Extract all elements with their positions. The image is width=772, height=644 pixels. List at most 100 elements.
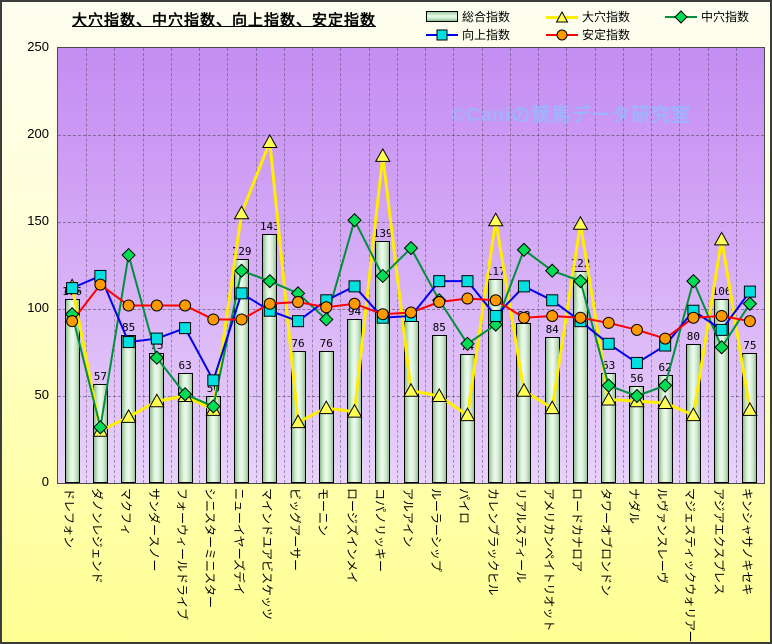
marker-triangle (431, 387, 448, 402)
legend-item-chuana: 中穴指数 (665, 8, 749, 25)
y-tick-label: 250 (27, 39, 49, 54)
marker-triangle (516, 382, 532, 397)
watermark: ©Caniの競馬データ研究室 (451, 105, 692, 126)
v-gridline (114, 48, 116, 483)
marker-circle (461, 292, 474, 305)
marker-square (546, 294, 559, 307)
v-gridline (679, 48, 681, 483)
marker-triangle (487, 212, 504, 227)
legend-label-sougou: 総合指数 (462, 10, 511, 24)
v-gridline (566, 48, 568, 483)
marker-circle (207, 313, 220, 326)
x-axis-label: ロージズインメイ (344, 488, 359, 584)
v-gridline (453, 48, 455, 483)
marker-diamond (403, 240, 419, 256)
marker-square (489, 309, 502, 322)
marker-triangle (742, 401, 758, 416)
marker-triangle (374, 147, 391, 162)
bar (488, 279, 504, 483)
bar (318, 350, 334, 483)
x-axis-label: モーニン (316, 488, 331, 537)
series-line-square (71, 274, 751, 383)
marker-diamond (347, 213, 362, 228)
marker-circle (546, 309, 559, 322)
marker-triangle (290, 414, 306, 429)
marker-diamond (516, 242, 532, 258)
marker-circle (320, 301, 333, 314)
marker-circle (235, 313, 248, 326)
bar-value-label: 84 (545, 322, 559, 336)
marker-square (207, 374, 220, 387)
bar-value-label: 56 (630, 371, 644, 385)
x-axis-label: アメリカンペイトリオット (542, 488, 557, 632)
v-gridline (283, 48, 285, 483)
marker-triangle (148, 393, 165, 408)
plot-area: 1065785756350129143767694139938574117928… (57, 47, 765, 484)
x-axis-label: ルーラーシップ (429, 488, 444, 572)
bar (375, 241, 391, 483)
v-gridline (312, 48, 314, 483)
v-gridline (199, 48, 201, 483)
marker-circle (715, 309, 728, 322)
marker-diamond (262, 273, 278, 289)
v-gridline (227, 48, 229, 483)
marker-triangle (600, 391, 617, 406)
legend-label-ooana: 大穴指数 (582, 10, 631, 24)
v-gridline (142, 48, 144, 483)
x-axis-label: シニスターミニスター (203, 488, 218, 609)
marker-circle (687, 311, 700, 324)
marker-square (292, 315, 305, 328)
x-axis-label: サンダースノー (146, 488, 161, 572)
marker-circle (94, 278, 107, 291)
legend-item-sougou: 総合指数 (426, 8, 510, 25)
marker-square (602, 337, 615, 350)
marker-square (715, 323, 728, 336)
marker-square (66, 282, 79, 295)
marker-square (743, 285, 756, 298)
v-gridline (622, 48, 624, 483)
marker-diamond (686, 273, 701, 289)
x-axis-label: キンシャサノキセキ (739, 488, 754, 596)
y-tick-label: 0 (41, 474, 49, 489)
legend-square-icon (426, 28, 458, 41)
v-gridline (538, 48, 540, 483)
x-axis-label: ビッグアーサー (288, 488, 303, 572)
y-tick-label: 50 (34, 387, 49, 402)
v-gridline (368, 48, 370, 483)
bar (64, 298, 80, 483)
legend-item-ooana: 大穴指数 (546, 8, 630, 25)
legend-label-koujou: 向上指数 (462, 28, 511, 42)
bar-value-label: 63 (602, 359, 616, 373)
marker-triangle (713, 231, 730, 246)
h-gridline (58, 222, 764, 223)
marker-diamond (544, 263, 560, 278)
marker-diamond (714, 340, 729, 355)
h-gridline (58, 135, 764, 136)
x-axis-label: パイロ (457, 488, 472, 525)
v-gridline (86, 48, 88, 483)
x-axis-label: アジアエクスプレス (711, 488, 726, 596)
legend-label-chuana: 中穴指数 (701, 10, 750, 24)
x-axis-label: タワーオブロンドン (598, 488, 613, 597)
marker-triangle (403, 382, 419, 397)
marker-circle (743, 315, 756, 328)
bar (234, 258, 250, 483)
marker-diamond (375, 268, 390, 284)
marker-diamond (460, 336, 475, 352)
bar-value-label: 75 (743, 338, 757, 352)
marker-circle (348, 297, 361, 310)
y-tick-label: 100 (27, 300, 49, 315)
v-gridline (594, 48, 596, 483)
x-axis-label: ニューイヤーズデイ (231, 488, 246, 596)
bar-value-label: 85 (121, 321, 136, 335)
marker-square (630, 356, 643, 369)
legend-triangle-icon (546, 10, 578, 23)
x-axis-label: カレンブラックヒル (485, 488, 500, 596)
marker-diamond (206, 399, 221, 414)
marker-diamond (629, 388, 645, 404)
legend-bar-swatch (426, 10, 458, 23)
marker-circle (574, 311, 587, 324)
marker-circle (405, 306, 417, 319)
x-axis-label: ロードカナロア (570, 488, 585, 573)
bar-value-label: 57 (93, 369, 107, 383)
